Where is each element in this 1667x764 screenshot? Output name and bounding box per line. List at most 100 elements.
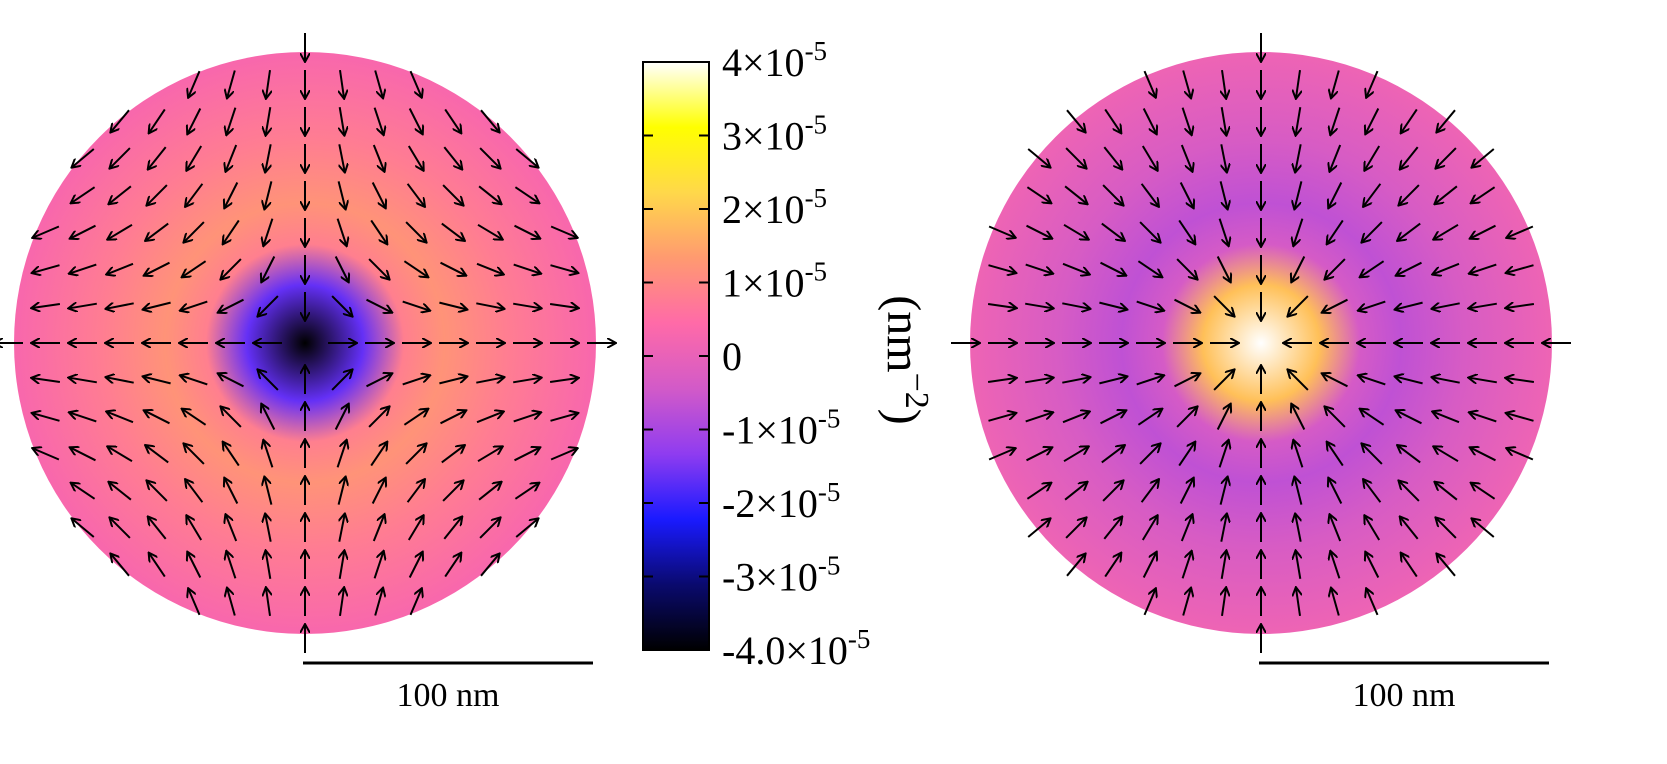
field-arrow: [1507, 449, 1534, 461]
field-arrow: [1434, 223, 1459, 239]
scale-bar-label-right: 100 nm: [1353, 677, 1456, 714]
field-arrow: [1219, 477, 1228, 505]
field-arrow: [1026, 448, 1052, 462]
field-arrow: [1432, 303, 1460, 308]
field-arrow: [149, 108, 166, 132]
field-arrow: [225, 182, 239, 208]
field-arrow: [1507, 264, 1534, 273]
field-arrow: [1102, 184, 1123, 205]
field-arrow: [1399, 481, 1420, 502]
field-arrow: [146, 446, 169, 464]
field-arrow: [1143, 589, 1156, 616]
field-arrow: [1064, 482, 1087, 501]
field-arrow: [1137, 409, 1161, 426]
field-arrow: [1066, 109, 1085, 132]
field-arrow: [33, 413, 60, 422]
field-arrow: [406, 183, 425, 206]
field-arrow: [1141, 516, 1157, 541]
field-arrow: [1360, 409, 1385, 426]
field-arrow: [514, 483, 538, 500]
field-arrow: [181, 376, 208, 386]
field-arrow: [69, 378, 97, 383]
field-arrow: [32, 378, 61, 382]
field-arrow: [1180, 144, 1192, 171]
field-arrow: [1292, 256, 1306, 282]
field-arrow: [368, 407, 389, 428]
field-arrow: [1471, 448, 1496, 462]
field-arrow: [189, 70, 201, 97]
field-arrow: [1218, 441, 1229, 468]
field-arrow: [258, 370, 279, 391]
field-arrow: [186, 480, 204, 503]
field-arrow: [987, 304, 1016, 308]
colorbar-tick-label: -1×10-5: [722, 404, 840, 453]
field-arrow: [515, 148, 538, 167]
field-arrow: [366, 374, 392, 388]
field-arrow: [1181, 552, 1192, 579]
field-arrow: [1292, 405, 1306, 430]
field-arrow: [1063, 223, 1088, 239]
field-arrow: [479, 518, 500, 539]
field-arrow: [187, 516, 203, 541]
field-arrow: [480, 109, 499, 132]
field-arrow: [1136, 300, 1164, 311]
field-arrow: [145, 261, 170, 276]
field-arrow: [1182, 70, 1191, 98]
field-arrow: [1182, 589, 1191, 616]
field-arrow: [109, 185, 132, 203]
field-arrow: [1330, 515, 1342, 542]
field-arrow: [1180, 515, 1192, 542]
field-arrow: [374, 70, 383, 98]
field-arrow: [1062, 303, 1089, 308]
field-arrow: [110, 147, 131, 168]
field-arrow: [184, 221, 205, 242]
field-arrow: [1506, 304, 1535, 308]
field-arrow: [1062, 262, 1089, 274]
field-arrow: [1323, 298, 1348, 313]
field-arrow: [219, 298, 244, 313]
field-arrow: [70, 413, 97, 423]
field-arrow: [513, 304, 541, 309]
field-arrow: [1325, 407, 1346, 428]
field-arrow: [441, 222, 464, 241]
field-arrow: [184, 444, 205, 465]
field-arrow: [147, 481, 168, 502]
field-arrow: [111, 554, 130, 577]
field-arrow: [1176, 407, 1197, 428]
field-arrow: [1327, 442, 1344, 467]
field-arrow: [1174, 374, 1200, 388]
field-arrow: [1435, 482, 1458, 501]
field-arrow: [405, 221, 426, 242]
field-arrow: [1359, 376, 1386, 386]
field-arrow: [1397, 411, 1422, 425]
field-arrow: [1104, 108, 1121, 132]
field-arrow: [1397, 261, 1422, 276]
field-arrow: [1142, 108, 1157, 134]
field-arrow: [70, 263, 97, 274]
field-arrow: [107, 262, 134, 274]
scale-bar-label-left: 100 nm: [397, 677, 500, 714]
field-arrow: [264, 441, 274, 468]
field-arrow: [1437, 554, 1456, 577]
field-arrow: [1331, 552, 1341, 579]
field-arrow: [189, 589, 201, 616]
field-arrow: [1400, 146, 1419, 169]
field-arrow: [1136, 376, 1164, 386]
field-arrow: [476, 262, 503, 274]
field-arrow: [1331, 107, 1341, 135]
field-arrow: [407, 145, 423, 170]
colorbar-gradient: [642, 61, 710, 651]
colorbar-tick-label: -4.0×10-5: [722, 624, 870, 673]
field-arrow: [148, 517, 167, 540]
field-arrow: [409, 70, 422, 97]
field-arrow: [514, 186, 538, 203]
field-arrow: [188, 108, 202, 134]
field-arrow: [405, 444, 426, 465]
field-arrow: [478, 185, 501, 203]
field-arrow: [1137, 260, 1161, 277]
field-arrow: [143, 301, 171, 310]
field-arrow: [1101, 222, 1124, 241]
field-arrow: [339, 144, 344, 171]
field-arrow: [33, 225, 60, 238]
